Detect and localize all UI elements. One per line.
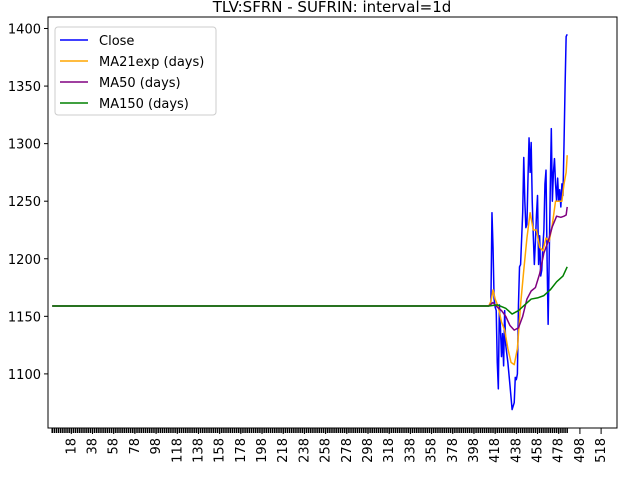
legend: Close MA21exp (days) MA50 (days) MA150 (day… [54, 26, 217, 116]
legend-label: MA50 (days) [99, 76, 181, 91]
x-tick-label: 198 [255, 438, 270, 463]
x-tick-label: 18 [64, 438, 79, 455]
y-axis: 1100 1150 1200 1250 1300 1350 1400 [8, 23, 48, 383]
x-tick-label: 298 [361, 438, 376, 463]
x-tick-label: 398 [467, 438, 482, 463]
x-tick-label: 118 [170, 438, 185, 463]
legend-label: MA150 (days) [99, 97, 189, 112]
series-line-3 [52, 266, 568, 315]
y-tick-label: 1200 [8, 253, 41, 268]
legend-label: Close [99, 34, 134, 49]
y-tick-label: 1150 [8, 310, 41, 325]
x-tick-label: 158 [213, 438, 228, 463]
x-tick-label: 258 [319, 438, 334, 463]
x-tick-label: 478 [552, 438, 567, 463]
x-tick-label: 498 [573, 438, 588, 463]
x-tick-label: 518 [594, 438, 609, 463]
x-tick-label: 178 [234, 438, 249, 463]
x-tick-label: 438 [509, 438, 524, 463]
y-tick-label: 1250 [8, 195, 41, 210]
x-tick-label: 378 [446, 438, 461, 463]
x-tick-label: 338 [403, 438, 418, 463]
x-tick-label: 78 [128, 438, 143, 455]
x-axis: 18 38 58 78 98 118 138 158 178 198 218 238 258 278 298… [51, 428, 609, 463]
x-tick-label: 238 [297, 438, 312, 463]
legend-label: MA21exp (days) [99, 55, 204, 70]
x-tick-label: 358 [425, 438, 440, 463]
chart-title: TLV:SFRN - SUFRIN: interval=1d [212, 0, 452, 16]
x-tick-label: 418 [488, 438, 503, 463]
x-tick-label: 98 [149, 438, 164, 455]
x-tick-label: 278 [340, 438, 355, 463]
x-tick-label: 38 [86, 438, 101, 455]
series-line-0 [52, 33, 568, 411]
x-tick-label: 318 [382, 438, 397, 463]
x-tick-label: 58 [107, 438, 122, 455]
y-tick-label: 1350 [8, 80, 41, 95]
y-tick-label: 1300 [8, 138, 41, 153]
x-tick-label: 138 [191, 438, 206, 463]
y-tick-label: 1100 [8, 368, 41, 383]
series-line-2 [52, 206, 568, 331]
series-layer [52, 33, 568, 411]
legend-box [54, 26, 217, 116]
y-tick-label: 1400 [8, 23, 41, 38]
x-tick-label: 218 [276, 438, 291, 463]
x-tick-label: 458 [531, 438, 546, 463]
